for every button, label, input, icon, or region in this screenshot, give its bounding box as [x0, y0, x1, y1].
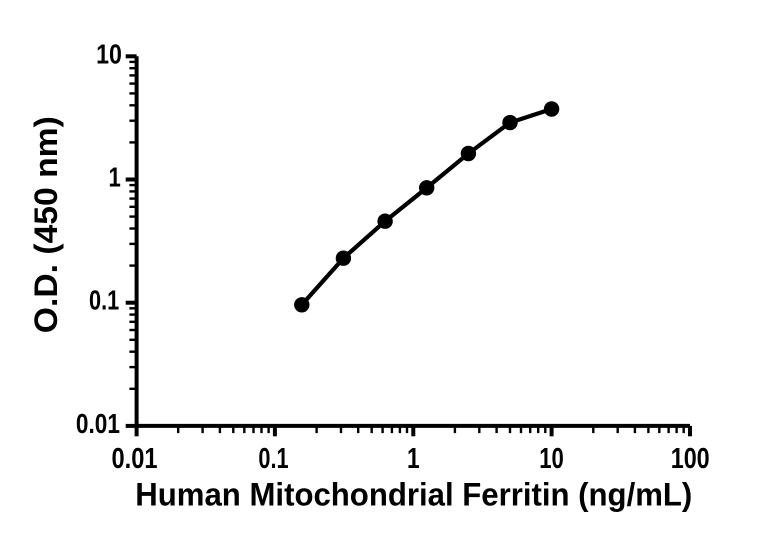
- svg-text:0.01: 0.01: [76, 408, 120, 439]
- svg-text:100: 100: [671, 443, 710, 475]
- svg-text:0.1: 0.1: [89, 285, 119, 316]
- svg-text:0.1: 0.1: [258, 443, 288, 475]
- svg-text:10: 10: [96, 38, 122, 69]
- svg-text:Human Mitochondrial Ferritin (: Human Mitochondrial Ferritin (ng/mL): [135, 477, 692, 513]
- svg-text:0.01: 0.01: [112, 443, 158, 475]
- svg-text:1: 1: [407, 443, 420, 475]
- svg-text:O.D. (450 nm): O.D. (450 nm): [28, 116, 64, 333]
- svg-text:10: 10: [539, 443, 564, 475]
- svg-text:1: 1: [108, 162, 120, 193]
